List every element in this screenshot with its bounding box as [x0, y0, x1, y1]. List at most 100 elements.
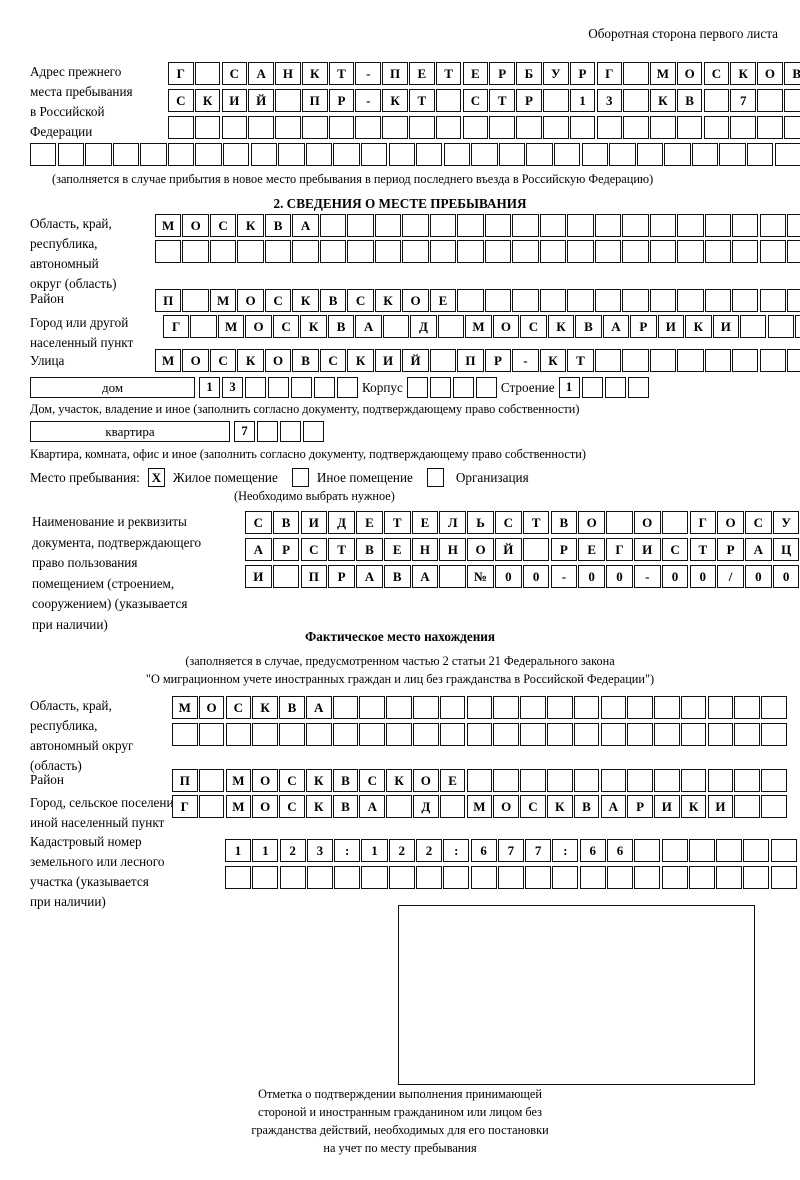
char-cell[interactable] [627, 723, 653, 746]
char-cell[interactable]: 0 [522, 565, 550, 588]
char-cell[interactable] [703, 116, 730, 139]
char-cell[interactable]: С [347, 289, 374, 312]
char-cell[interactable] [314, 377, 335, 398]
char-cell[interactable]: - [633, 565, 661, 588]
char-cell[interactable] [627, 696, 653, 719]
char-cell[interactable]: Ь [467, 511, 494, 534]
char-cell[interactable]: Т [522, 511, 550, 534]
char-cell[interactable] [787, 289, 800, 312]
char-cell[interactable]: 6 [579, 839, 606, 862]
char-cell[interactable] [429, 349, 457, 372]
char-cell[interactable]: С [245, 511, 272, 534]
char-cell[interactable]: А [411, 565, 439, 588]
char-cell[interactable]: - [355, 89, 382, 112]
char-cell[interactable]: Г [606, 538, 633, 561]
char-cell[interactable] [225, 866, 252, 889]
char-cell[interactable] [795, 315, 800, 338]
char-cell[interactable] [347, 214, 374, 237]
char-cell[interactable] [225, 723, 252, 746]
char-cell[interactable]: С [209, 214, 237, 237]
char-cell[interactable]: П [172, 769, 198, 792]
char-cell[interactable]: О [402, 289, 429, 312]
char-cell[interactable]: С [209, 349, 237, 372]
char-cell[interactable] [691, 143, 719, 166]
char-cell[interactable]: Р [328, 565, 355, 588]
char-cell[interactable] [594, 289, 622, 312]
char-cell[interactable] [386, 795, 412, 818]
char-cell[interactable] [280, 421, 301, 442]
char-cell[interactable] [471, 143, 498, 166]
char-cell[interactable] [622, 214, 649, 237]
char-cell[interactable]: С [520, 795, 546, 818]
char-cell[interactable] [757, 116, 783, 139]
char-cell[interactable] [374, 240, 402, 263]
char-cell[interactable]: И [633, 538, 661, 561]
char-cell[interactable]: М [466, 795, 493, 818]
char-cell[interactable]: К [685, 315, 712, 338]
char-cell[interactable] [770, 839, 797, 862]
char-cell[interactable]: М [155, 349, 182, 372]
char-cell[interactable]: О [676, 62, 703, 85]
char-cell[interactable]: О [252, 795, 278, 818]
char-cell[interactable] [716, 866, 743, 889]
char-cell[interactable] [787, 240, 800, 263]
char-cell[interactable] [732, 349, 759, 372]
char-cell[interactable] [457, 214, 484, 237]
char-cell[interactable]: К [305, 795, 332, 818]
char-cell[interactable]: Т [409, 89, 435, 112]
char-cell[interactable] [622, 289, 649, 312]
char-cell[interactable] [512, 214, 539, 237]
char-cell[interactable]: И [654, 795, 680, 818]
char-cell[interactable] [493, 769, 519, 792]
char-cell[interactable]: Т [383, 511, 411, 534]
char-cell[interactable]: Т [328, 62, 355, 85]
char-cell[interactable]: С [359, 769, 386, 792]
char-cell[interactable] [622, 349, 649, 372]
char-cell[interactable] [783, 89, 800, 112]
char-cell[interactable]: Р [569, 62, 596, 85]
char-cell[interactable]: Ц [772, 538, 800, 561]
char-cell[interactable]: Г [172, 795, 198, 818]
char-cell[interactable] [429, 240, 457, 263]
char-cell[interactable] [382, 116, 408, 139]
char-cell[interactable] [268, 377, 289, 398]
char-cell[interactable] [661, 839, 688, 862]
char-cell[interactable] [707, 696, 734, 719]
char-cell[interactable]: Т [328, 538, 355, 561]
char-cell[interactable] [567, 214, 594, 237]
char-cell[interactable] [704, 289, 731, 312]
char-cell[interactable]: С [279, 769, 305, 792]
char-cell[interactable] [402, 214, 429, 237]
char-cell[interactable] [600, 723, 627, 746]
char-cell[interactable] [703, 89, 730, 112]
char-cell[interactable] [332, 696, 359, 719]
char-cell[interactable]: 0 [745, 565, 772, 588]
char-cell[interactable]: 3 [222, 377, 243, 398]
char-cell[interactable]: М [465, 315, 492, 338]
char-cell[interactable] [292, 240, 319, 263]
char-cell[interactable]: А [248, 62, 274, 85]
char-cell[interactable] [443, 866, 470, 889]
char-cell[interactable] [688, 866, 715, 889]
char-cell[interactable]: В [332, 769, 359, 792]
char-cell[interactable]: В [264, 214, 292, 237]
char-cell[interactable]: Б [516, 62, 542, 85]
building-cells[interactable] [406, 377, 499, 398]
char-cell[interactable] [759, 214, 786, 237]
char-cell[interactable] [334, 866, 361, 889]
char-cell[interactable]: О [633, 511, 661, 534]
char-cell[interactable] [190, 315, 217, 338]
char-cell[interactable] [516, 116, 542, 139]
char-cell[interactable]: Р [516, 89, 542, 112]
char-cell[interactable] [493, 696, 519, 719]
char-cell[interactable]: Й [495, 538, 522, 561]
char-cell[interactable] [719, 143, 746, 166]
char-cell[interactable] [539, 240, 567, 263]
char-cell[interactable] [85, 143, 112, 166]
char-cell[interactable]: 7 [497, 839, 524, 862]
